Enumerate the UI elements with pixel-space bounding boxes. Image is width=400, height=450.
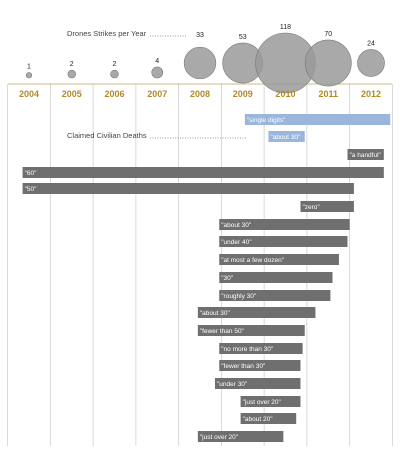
claim-bar: [219, 360, 301, 371]
strike-bubble-2008: [183, 46, 217, 80]
civilian-death-claims: "single digits" "about 30" "a handful" "60"…: [22, 114, 391, 442]
claim-bar: [197, 325, 305, 336]
claim-label: "zero": [302, 204, 320, 211]
strike-count-2009: 53: [239, 34, 247, 41]
year-label-2008: 2008: [190, 89, 210, 99]
claim-label: "under 40": [221, 239, 252, 246]
strike-count-2006: 2: [113, 61, 117, 68]
year-label-2012: 2012: [361, 89, 381, 99]
year-label-2005: 2005: [62, 89, 82, 99]
claim-bar: [219, 343, 303, 354]
claim-bar: [214, 378, 301, 389]
strike-bubble-2012: [357, 49, 385, 77]
claim-label: "roughly 30": [221, 293, 257, 300]
claim-bar: [240, 413, 297, 424]
claim-bar: [347, 149, 384, 160]
strike-bubble-2004: [25, 72, 33, 79]
claim-bar: [268, 131, 305, 142]
claim-bar: [22, 167, 384, 178]
claim-label: "50": [25, 186, 38, 193]
claim-bar: [240, 396, 301, 407]
year-label-2007: 2007: [147, 89, 167, 99]
claim-label: "30": [221, 275, 234, 282]
strike-count-2007: 4: [155, 58, 159, 65]
year-label-2010: 2010: [275, 89, 295, 99]
claim-label: "fewer than 30": [221, 363, 266, 370]
year-labels: 2004 2005 2006 2007 2008 2009 2010 2011 2012: [19, 89, 381, 99]
claim-bar: [244, 114, 391, 125]
strike-count-2005: 2: [70, 61, 74, 68]
claim-bar: [197, 431, 284, 442]
deaths-title: Claimed Civilian Deaths: [67, 131, 147, 140]
claim-label: "about 30": [200, 310, 231, 317]
strike-count-2004: 1: [27, 63, 31, 70]
strike-count-2008: 33: [196, 32, 204, 39]
claim-label: "just over 20": [243, 399, 282, 406]
claim-label: "about 30": [221, 222, 252, 229]
claim-label: "about 30": [270, 134, 301, 141]
claim-label: "fewer than 50": [200, 328, 245, 335]
strike-bubble-2011: [304, 39, 352, 87]
year-label-2004: 2004: [19, 89, 39, 99]
year-label-2006: 2006: [104, 89, 124, 99]
claim-label: "at most a few dozen": [221, 257, 284, 264]
claim-bar: [219, 290, 331, 301]
claim-label: "under 30": [217, 381, 248, 388]
year-label-2011: 2011: [318, 89, 338, 99]
strike-count-2011: 70: [324, 31, 332, 38]
strike-bubble-2007: [151, 66, 164, 79]
year-label-2009: 2009: [233, 89, 253, 99]
claim-label: "just over 20": [200, 434, 239, 441]
claim-label: "a handful": [349, 152, 381, 159]
claim-label: "60": [25, 170, 38, 177]
claim-bar: [22, 183, 354, 194]
claim-bar: [219, 236, 348, 247]
claim-label: "single digits": [247, 117, 286, 124]
claim-label: "no more than 30": [221, 346, 274, 353]
claim-bar: [197, 307, 316, 318]
strike-bubble-2006: [110, 69, 119, 79]
strikes-title: Drones Strikes per Year: [67, 29, 147, 38]
strike-count-2012: 24: [367, 40, 375, 47]
claim-label: "about 20": [243, 416, 274, 423]
claim-bar: [219, 272, 333, 283]
strike-bubbles: [25, 32, 385, 94]
strike-bubble-2005: [67, 69, 76, 79]
strike-count-2010: 118: [280, 24, 291, 31]
claim-bar: [219, 219, 350, 230]
claim-bar: [300, 201, 354, 212]
claim-bar: [219, 254, 339, 265]
